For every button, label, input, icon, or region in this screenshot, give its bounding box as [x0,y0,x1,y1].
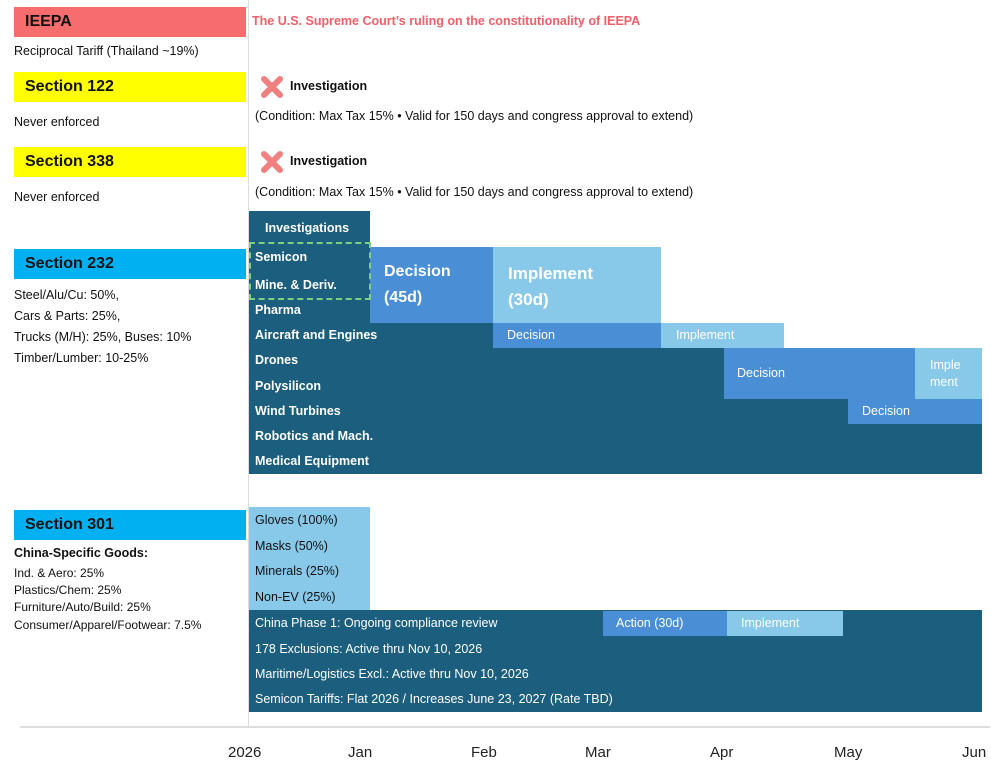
row-label: China Phase 1: Ongoing compliance review [255,616,498,630]
ieepa-header: IEEPA [14,7,246,37]
action-block [603,611,727,636]
row-label: Semicon Tariffs: Flat 2026 / Increases J… [255,692,613,706]
item: Non-EV (25%) [255,590,336,604]
phase-label: Decision [507,328,555,342]
phase-label: Action (30d) [616,616,684,630]
implement-block [493,247,661,323]
phase-label: Imple [930,358,961,372]
s301-detail: Ind. & Aero: 25% [14,566,105,580]
s232-header: Section 232 [14,249,246,279]
decision-block [493,323,661,348]
block [249,348,724,400]
row-label: 178 Exclusions: Active thru Nov 10, 2026 [255,642,483,656]
axis-label: May [834,744,863,761]
s122-condition: (Condition: Max Tax 15% • Valid for 150 … [255,109,694,123]
phase-label: Decision [384,263,451,280]
implement-block [727,611,843,636]
s301-subtitle: China-Specific Goods: [14,546,149,560]
ieepa-detail: Reciprocal Tariff (Thailand ~19%) [14,44,199,58]
row-label: Maritime/Logistics Excl.: Active thru No… [255,667,529,681]
axis-label: Jan [348,744,373,761]
axis-label: 2026 [228,744,262,761]
investigations-label: Investigations [265,221,350,235]
item: Medical Equipment [255,454,369,468]
item: Robotics and Mach. [255,429,374,443]
axis-label: Jun [962,744,987,761]
phase-label: ment [930,375,958,389]
block [249,323,493,349]
axis-line [20,726,990,728]
s301-detail: Consumer/Apparel/Footwear: 7.5% [14,618,202,632]
block [249,424,982,474]
decision-block [724,348,915,399]
s338-detail: Never enforced [14,190,100,204]
item: Wind Turbines [255,404,341,418]
s122-detail: Never enforced [14,115,100,129]
item: Drones [255,353,299,367]
phase-label: Decision [737,366,785,380]
axis-label: Mar [585,744,611,761]
x-icon [261,151,283,173]
block [249,399,848,425]
decision-block [370,247,493,323]
phase-label: Implement [741,616,800,630]
s338-condition: (Condition: Max Tax 15% • Valid for 150 … [255,185,694,199]
item: Polysilicon [255,379,321,393]
item: Gloves (100%) [255,513,338,527]
s301-detail: Furniture/Auto/Build: 25% [14,600,151,614]
item: Masks (50%) [255,539,328,553]
s232-detail: Timber/Lumber: 10-25% [14,351,149,365]
decision-block [848,399,982,424]
item: Pharma [255,303,301,317]
s122-status: Investigation [290,79,368,93]
implement-block [661,323,784,348]
phase-label: (30d) [508,290,549,309]
item: Mine. & Deriv. [255,278,337,292]
block [249,507,370,610]
s122-header: Section 122 [14,72,246,102]
s232-detail: Cars & Parts: 25%, [14,309,121,323]
focus-box [249,242,371,300]
x-icon [261,76,283,98]
s232-detail: Trucks (M/H): 25%, Buses: 10% [14,330,192,344]
item: Semicon [255,250,308,264]
ieepa-note: The U.S. Supreme Court’s ruling on the c… [252,14,641,28]
phase-label: (45d) [384,289,423,306]
implement-block [915,348,982,399]
axis-label: Feb [471,744,497,761]
s338-status: Investigation [290,154,368,168]
s338-header: Section 338 [14,147,246,177]
phase-label: Decision [862,404,910,418]
s301-header: Section 301 [14,510,246,540]
phase-label: Implement [508,264,594,283]
phase-label: Implement [676,328,735,342]
s232-detail: Steel/Alu/Cu: 50%, [14,288,119,302]
block [249,211,370,324]
axis-label: Apr [710,744,734,761]
s301-detail: Plastics/Chem: 25% [14,583,122,597]
item: Minerals (25%) [255,564,340,578]
item: Aircraft and Engines [255,328,378,342]
timeline-start [248,0,249,727]
